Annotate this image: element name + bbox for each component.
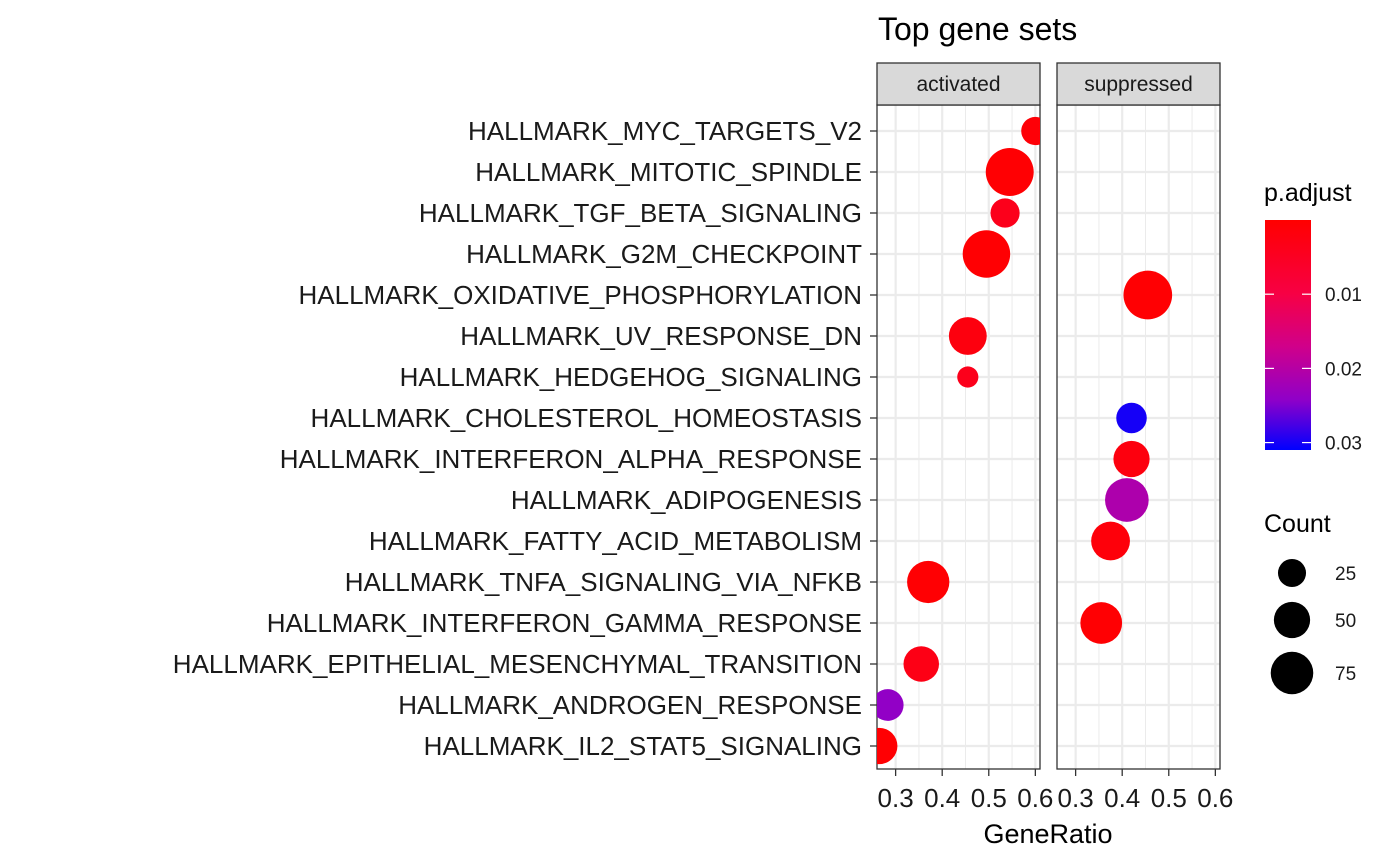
data-point bbox=[948, 317, 987, 355]
data-point bbox=[1113, 440, 1150, 478]
y-tick-label: HALLMARK_OXIDATIVE_PHOSPHORYLATION bbox=[299, 280, 863, 310]
data-point bbox=[1123, 270, 1173, 320]
x-tick-label: 0.6 bbox=[1017, 783, 1053, 813]
size-legend-label: 25 bbox=[1335, 564, 1356, 585]
data-point bbox=[985, 148, 1034, 196]
y-tick-label: HALLMARK_MITOTIC_SPINDLE bbox=[475, 157, 862, 187]
y-tick-label: HALLMARK_TGF_BETA_SIGNALING bbox=[419, 198, 862, 228]
y-tick-label: HALLMARK_HEDGEHOG_SIGNALING bbox=[400, 362, 862, 392]
data-point bbox=[957, 366, 979, 388]
data-point bbox=[1091, 521, 1130, 561]
data-point bbox=[1021, 116, 1040, 146]
y-tick-label: HALLMARK_ANDROGEN_RESPONSE bbox=[398, 690, 862, 720]
strip-background bbox=[1056, 62, 1221, 106]
size-legend-point bbox=[1270, 651, 1314, 695]
color-legend-gradient-bar bbox=[1265, 220, 1311, 450]
y-tick-label: HALLMARK_MYC_TARGETS_V2 bbox=[468, 116, 862, 146]
strip-label: suppressed bbox=[1084, 73, 1193, 96]
y-axis-labels: HALLMARK_MYC_TARGETS_V2 HALLMARK_MITOTIC_… bbox=[173, 116, 877, 761]
x-tick-label: 0.4 bbox=[924, 783, 960, 813]
facet-strip-suppressed: suppressed bbox=[1056, 62, 1221, 106]
facet-panel-suppressed bbox=[1056, 104, 1221, 770]
size-legend-point bbox=[1277, 558, 1307, 588]
facet-strip-activated: activated bbox=[876, 62, 1041, 106]
x-tick-label: 0.5 bbox=[971, 783, 1007, 813]
y-tick-label: HALLMARK_CHOLESTEROL_HOMEOSTASIS bbox=[311, 403, 862, 433]
x-axis-ticks: 0.3 0.4 0.5 0.6 0.3 0.4 0.5 0.6 bbox=[878, 769, 1233, 813]
size-legend: Count 25 50 75 bbox=[1264, 510, 1356, 695]
facet-panel-activated bbox=[876, 104, 1041, 770]
strip-label: activated bbox=[916, 73, 1000, 96]
x-tick-label: 0.5 bbox=[1151, 783, 1187, 813]
size-legend-title: Count bbox=[1264, 510, 1331, 538]
strip-background bbox=[876, 62, 1041, 106]
data-point bbox=[1105, 478, 1149, 522]
y-tick-label: HALLMARK_INTERFERON_ALPHA_RESPONSE bbox=[280, 444, 862, 474]
y-tick-label: HALLMARK_UV_RESPONSE_DN bbox=[460, 321, 862, 351]
data-point bbox=[903, 646, 939, 682]
chart-title: Top gene sets bbox=[878, 11, 1077, 47]
data-point bbox=[990, 198, 1020, 228]
data-point bbox=[962, 230, 1011, 278]
x-tick-label: 0.3 bbox=[878, 783, 914, 813]
size-legend-label: 75 bbox=[1335, 664, 1356, 685]
y-tick-label: HALLMARK_G2M_CHECKPOINT bbox=[466, 239, 862, 269]
x-tick-label: 0.4 bbox=[1104, 783, 1140, 813]
y-tick-label: HALLMARK_EPITHELIAL_MESENCHYMAL_TRANSITI… bbox=[173, 649, 862, 679]
y-tick-label: HALLMARK_INTERFERON_GAMMA_RESPONSE bbox=[267, 608, 862, 638]
data-point bbox=[1116, 402, 1147, 434]
data-point bbox=[1080, 602, 1123, 644]
size-legend-label: 50 bbox=[1335, 611, 1356, 632]
y-tick-label: HALLMARK_ADIPOGENESIS bbox=[511, 485, 862, 515]
x-tick-label: 0.3 bbox=[1058, 783, 1094, 813]
y-tick-label: HALLMARK_IL2_STAT5_SIGNALING bbox=[424, 731, 862, 761]
size-legend-point bbox=[1273, 601, 1311, 639]
data-point bbox=[907, 560, 950, 604]
y-tick-label: HALLMARK_TNFA_SIGNALING_VIA_NFKB bbox=[345, 567, 862, 597]
color-legend-label: 0.01 bbox=[1325, 285, 1362, 306]
color-legend: p.adjust 0.01 0.02 0.03 bbox=[1264, 179, 1362, 455]
color-legend-label: 0.02 bbox=[1325, 359, 1362, 380]
data-point bbox=[877, 689, 904, 721]
x-tick-label: 0.6 bbox=[1197, 783, 1233, 813]
panel-background bbox=[1057, 105, 1220, 769]
data-point bbox=[877, 727, 898, 765]
x-axis-label: GeneRatio bbox=[983, 819, 1112, 849]
y-tick-label: HALLMARK_FATTY_ACID_METABOLISM bbox=[369, 526, 862, 556]
color-legend-label: 0.03 bbox=[1325, 434, 1362, 455]
color-legend-title: p.adjust bbox=[1264, 179, 1352, 207]
